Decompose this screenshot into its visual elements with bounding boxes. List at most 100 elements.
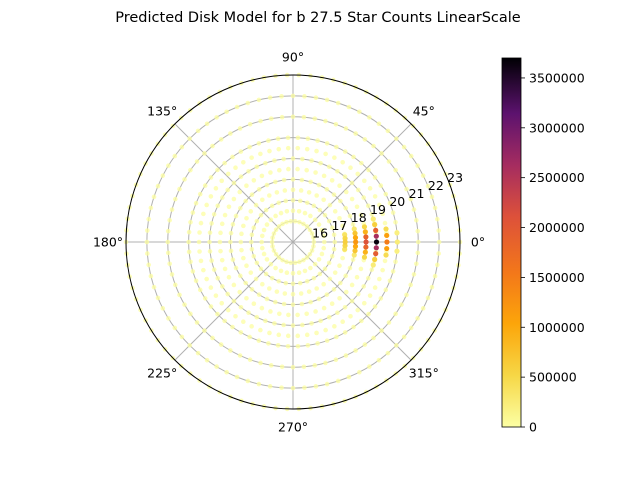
point	[249, 192, 255, 197]
point	[304, 255, 310, 260]
point	[218, 342, 224, 347]
point	[323, 327, 328, 333]
hot-point	[351, 226, 357, 232]
point	[327, 276, 333, 282]
point	[295, 166, 300, 172]
point	[230, 257, 236, 262]
point	[177, 186, 182, 192]
point	[301, 364, 307, 370]
point	[230, 222, 236, 227]
point	[190, 210, 196, 215]
point	[267, 286, 272, 291]
point	[420, 173, 426, 178]
point	[290, 114, 296, 120]
point	[354, 274, 360, 280]
point	[202, 296, 208, 301]
point	[387, 200, 393, 206]
theta-tick-label: 90°	[282, 50, 304, 65]
point	[249, 155, 254, 160]
point	[436, 239, 442, 245]
point	[277, 167, 282, 173]
scatter-points	[123, 72, 463, 412]
point	[244, 183, 249, 189]
hot-point	[352, 243, 359, 249]
hot-point	[342, 243, 348, 249]
point	[258, 118, 263, 124]
point	[361, 300, 367, 306]
hot-point	[383, 252, 389, 258]
point	[270, 244, 275, 249]
point	[271, 231, 277, 236]
point	[248, 209, 254, 214]
point	[302, 268, 308, 274]
theta-tick-label: 45°	[413, 104, 435, 119]
point	[343, 126, 349, 131]
point	[295, 312, 300, 318]
point	[208, 304, 214, 309]
point	[309, 231, 315, 236]
point	[304, 167, 309, 173]
point	[371, 143, 376, 149]
point	[254, 164, 260, 170]
point	[296, 208, 302, 214]
point	[335, 168, 340, 174]
point	[202, 183, 208, 188]
point	[148, 273, 154, 279]
point	[390, 269, 396, 274]
point	[365, 275, 371, 281]
point	[179, 334, 185, 340]
point	[319, 251, 325, 257]
point	[268, 170, 273, 175]
point	[385, 350, 391, 356]
point	[337, 183, 342, 189]
point	[313, 309, 318, 314]
point	[204, 357, 210, 363]
point	[277, 311, 282, 317]
point	[213, 293, 219, 298]
point	[173, 282, 178, 288]
point	[290, 385, 296, 391]
point	[253, 202, 259, 208]
point	[214, 115, 219, 120]
point	[259, 173, 265, 179]
point	[415, 250, 421, 256]
point	[348, 165, 353, 171]
point	[408, 153, 414, 159]
point	[304, 311, 309, 317]
point	[259, 245, 265, 251]
point	[380, 211, 385, 217]
point	[378, 296, 384, 301]
point	[198, 258, 204, 264]
point	[230, 324, 235, 330]
point	[260, 281, 265, 287]
colorbar-gradient	[501, 57, 522, 428]
point	[361, 195, 367, 200]
point	[309, 248, 315, 253]
point	[231, 282, 237, 288]
hot-point	[373, 245, 379, 251]
point	[343, 289, 349, 295]
theta-tick-label: 315°	[409, 365, 439, 380]
point	[308, 179, 313, 185]
hot-point	[362, 229, 368, 235]
point	[244, 295, 249, 301]
point	[342, 304, 348, 310]
point	[329, 225, 335, 231]
point	[359, 318, 364, 324]
point	[288, 218, 294, 224]
point	[208, 194, 214, 199]
point	[382, 258, 388, 264]
point	[225, 291, 231, 297]
point	[429, 284, 435, 290]
point	[354, 204, 360, 210]
point	[376, 121, 382, 127]
hot-point	[373, 239, 380, 245]
point	[238, 174, 244, 180]
point	[362, 342, 368, 347]
point	[311, 203, 317, 209]
point	[321, 173, 327, 179]
point	[340, 159, 345, 165]
point	[301, 257, 306, 263]
point	[429, 194, 435, 200]
